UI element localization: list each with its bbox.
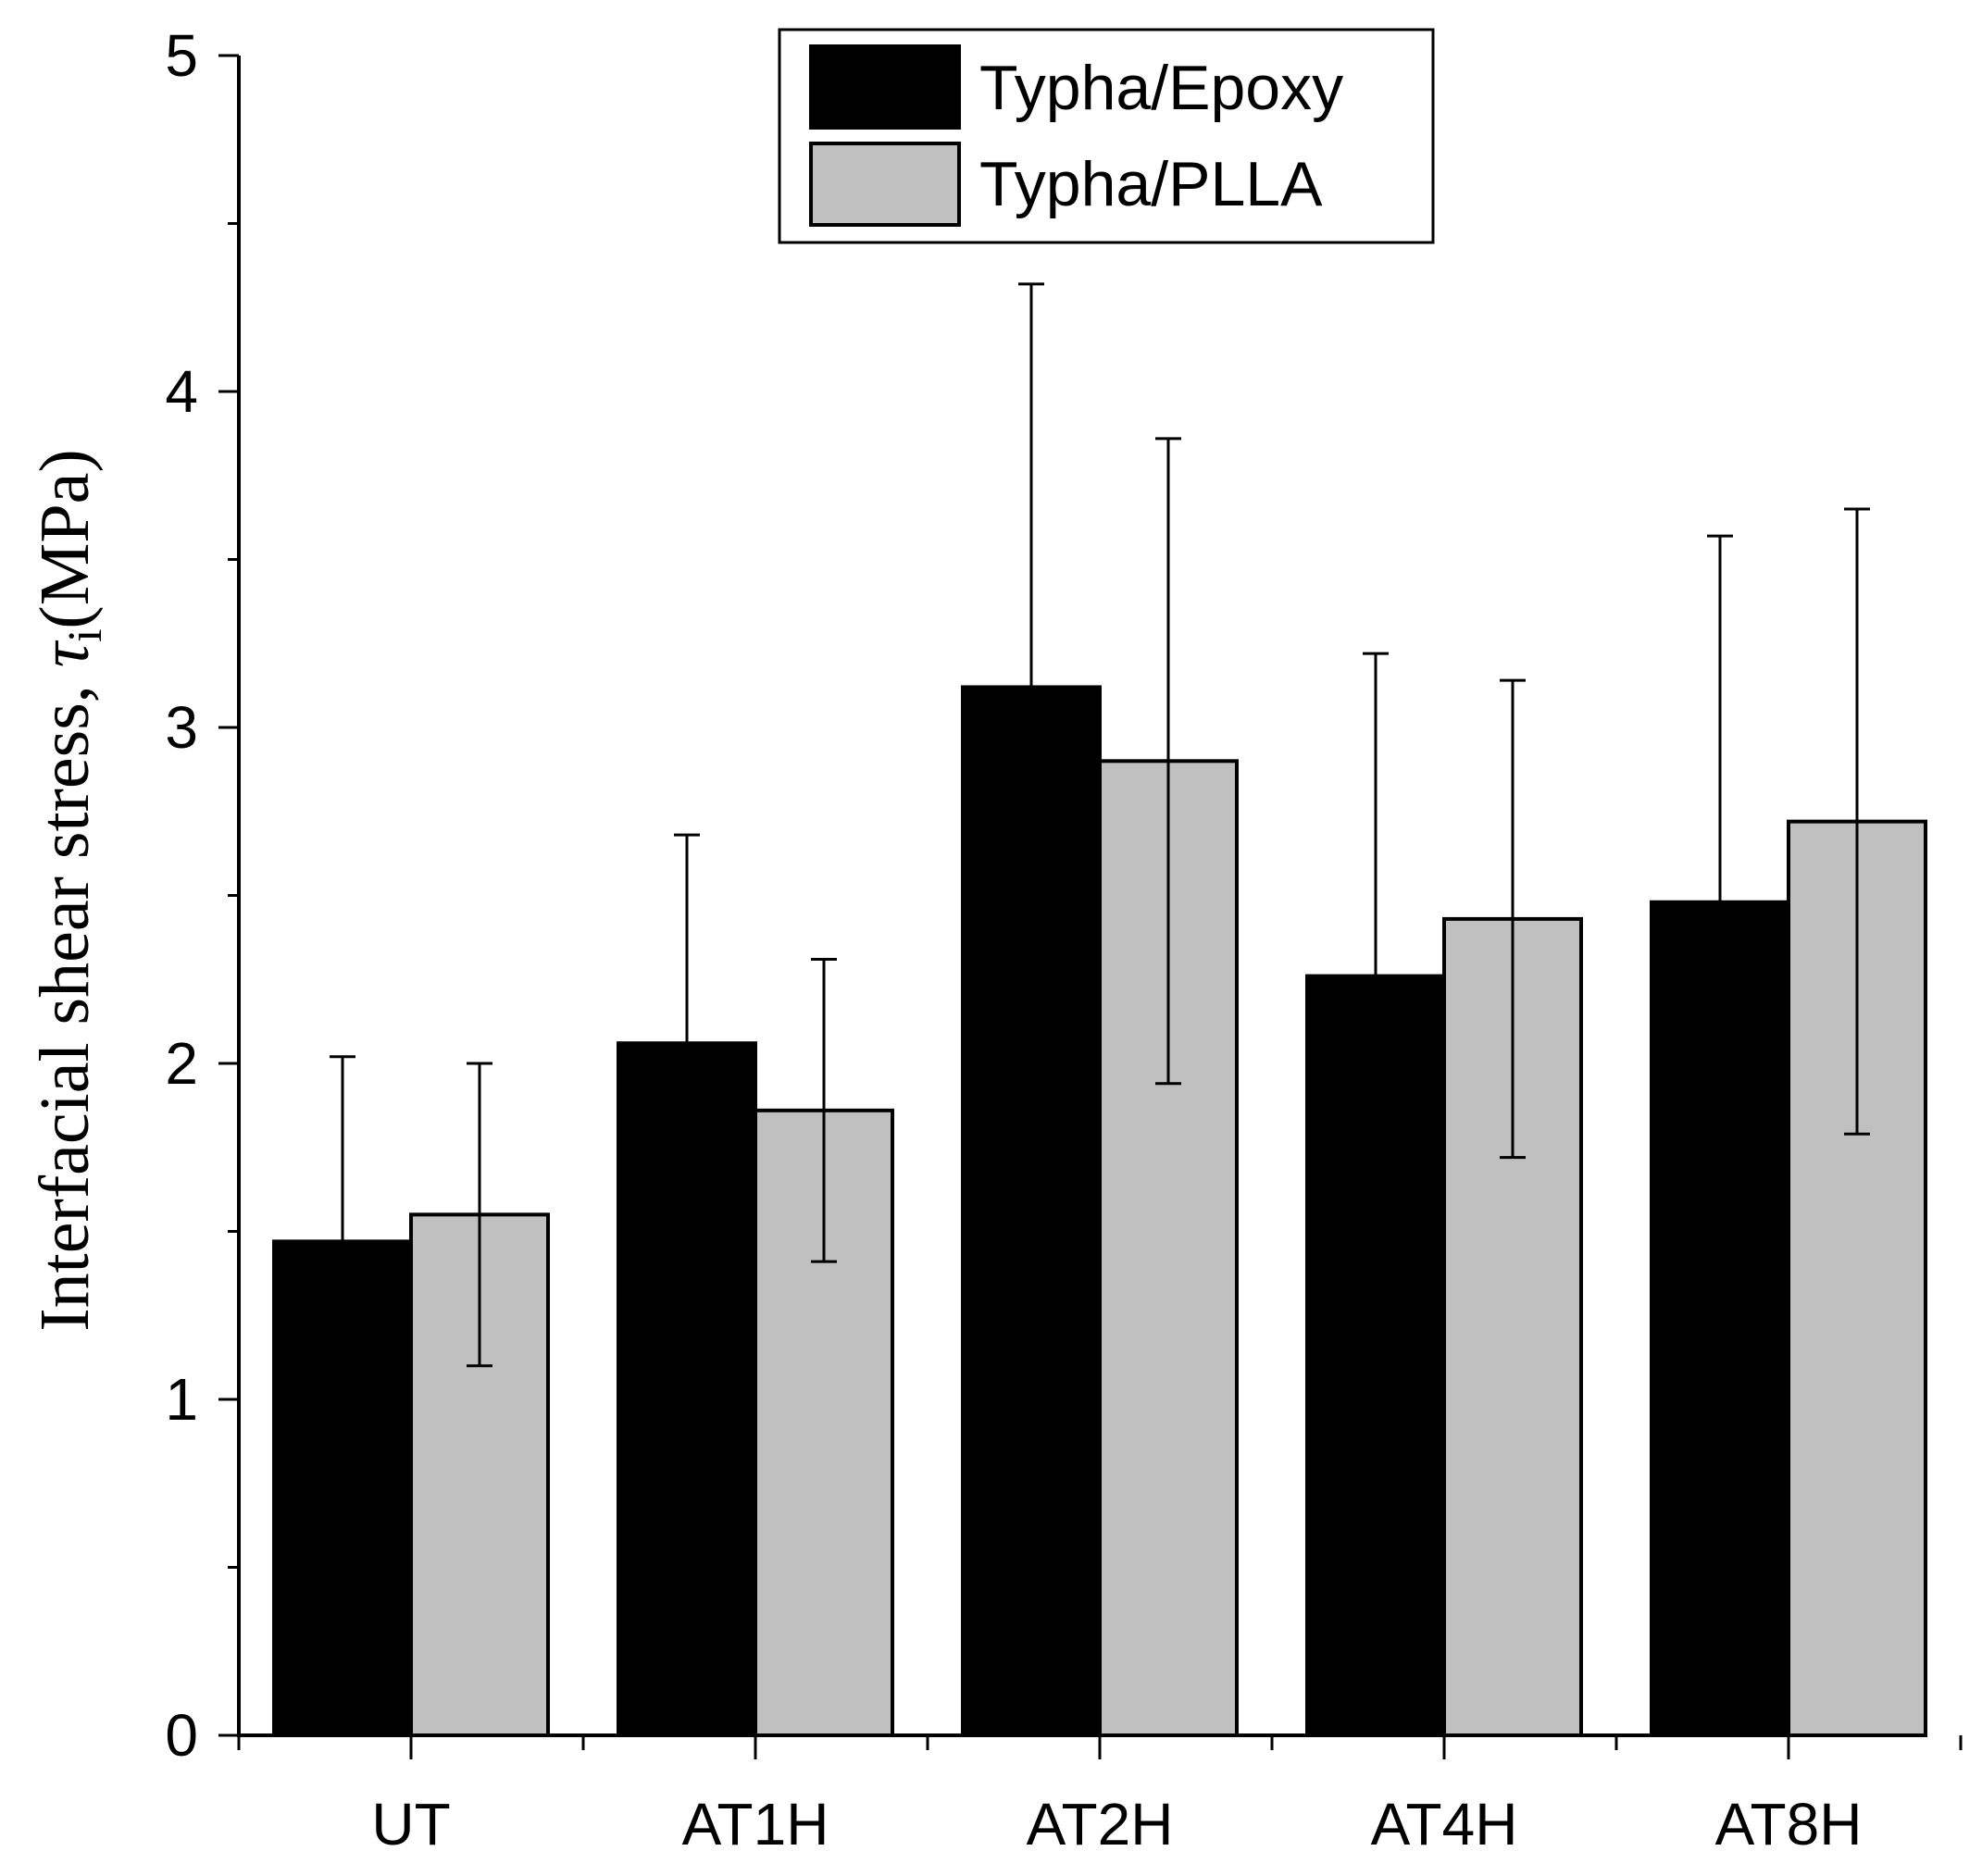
error-bars-layer bbox=[330, 282, 1870, 1428]
error-bar-at1h-plla bbox=[811, 957, 837, 1263]
y-tick-label-5: 5 bbox=[165, 22, 198, 89]
y-tick-label-1: 1 bbox=[165, 1366, 198, 1433]
x-tick-label-at1h: AT1H bbox=[682, 1791, 829, 1857]
legend-label-epoxy: Typha/Epoxy bbox=[979, 53, 1343, 123]
error-bar-ut-epoxy bbox=[330, 1055, 355, 1428]
y-tick-label-0: 0 bbox=[165, 1702, 198, 1769]
y-tick-label-3: 3 bbox=[165, 694, 198, 761]
x-tick-label-ut: UT bbox=[371, 1791, 450, 1857]
error-bar-at2h-epoxy bbox=[1018, 282, 1044, 1092]
error-bar-at8h-plla bbox=[1844, 507, 1870, 1136]
legend-swatch-plla bbox=[809, 142, 961, 227]
legend-swatch-epoxy bbox=[809, 44, 961, 130]
x-ticks-layer: UT AT1H AT2H AT4H AT8H bbox=[237, 1735, 1963, 1857]
error-bar-at4h-epoxy bbox=[1363, 652, 1389, 1300]
y-tick-label-4: 4 bbox=[165, 358, 198, 425]
error-bar-at2h-plla bbox=[1155, 437, 1181, 1086]
x-tick-label-at8h: AT8H bbox=[1715, 1791, 1863, 1857]
x-tick-label-at4h: AT4H bbox=[1371, 1791, 1518, 1857]
bars-layer bbox=[272, 685, 1927, 1738]
error-bar-at4h-plla bbox=[1500, 678, 1526, 1160]
y-axis-title: Interfacial shear stress, τi(MPa) bbox=[26, 449, 112, 1331]
error-bar-at1h-epoxy bbox=[674, 833, 700, 1253]
legend: Typha/Epoxy Typha/PLLA bbox=[778, 28, 1435, 244]
legend-label-plla: Typha/PLLA bbox=[979, 149, 1323, 219]
y-ticks-layer: 0 1 2 3 4 5 bbox=[165, 22, 239, 1769]
y-tick-label-2: 2 bbox=[165, 1030, 198, 1097]
error-bar-at8h-epoxy bbox=[1707, 534, 1733, 1270]
x-tick-label-at2h: AT2H bbox=[1027, 1791, 1174, 1857]
bar-at1h-plla bbox=[754, 1108, 894, 1737]
error-bar-ut-plla bbox=[467, 1062, 492, 1368]
